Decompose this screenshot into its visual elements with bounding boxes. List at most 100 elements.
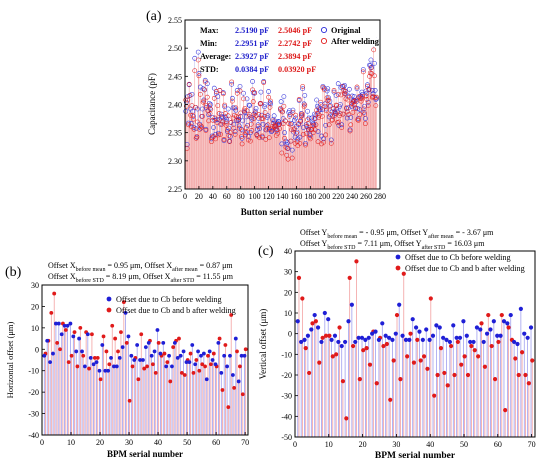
panel-a-after-point [294,130,299,136]
panel-a-after-point [188,112,193,118]
panel-a-after-point [247,112,253,118]
panel-a-after-point [216,111,222,116]
panel-a-after-point [365,84,370,89]
panel-b-after-point [220,388,225,392]
panel-b-before-point [199,353,203,358]
panel-c-before-point [322,310,327,316]
panel-a-original-point [241,109,247,115]
panel-b-before-point [170,364,174,369]
panel-a-after-point [371,47,377,53]
panel-a-after-point [265,122,271,128]
panel-a-original-point [249,116,255,122]
panel-b-before-point [117,355,122,360]
stat-std-before: 0.0384 pF [235,65,269,74]
panel-c-before-point [353,339,358,345]
panel-a-original-point [197,84,203,90]
panel-c-after-point [448,343,454,349]
panel-b-frame [41,284,249,436]
panel-c-before-point [343,339,348,345]
panel-c-before-point [315,325,321,330]
panel-b-x-tick-label: 70 [241,438,249,447]
panel-a-original-point [195,49,201,55]
panel-b-x-tick-label: 0 [40,438,44,447]
panel-c-before-point [447,339,452,345]
panel-b-before-point [103,368,108,373]
panel-a-after-point [299,111,305,117]
panel-c-before-point [299,339,304,345]
panel-b-after-point [200,362,205,367]
panel-b-before-point [242,353,247,358]
panel-c-after-point [513,356,518,361]
panel-a-after-point [266,135,272,141]
panel-b-after-point [194,358,199,362]
panel-a-after-point [321,139,326,145]
panel-c-before-point [454,335,459,340]
panel-a-original-point [298,111,304,116]
panel-b-before-point [228,353,232,358]
panel-a-after-point [360,94,365,99]
panel-a-after-point [213,89,219,94]
panel-c-y-axis-label: Vertical offset (μm) [258,309,268,380]
panel-a-after-point [297,140,303,146]
panel-b-before-point [178,353,183,358]
panel-a-original-point [240,118,246,124]
panel-c-before-point [380,321,385,326]
panel-a-original-point [188,121,194,127]
panel-a-after-point [366,87,372,93]
panel-c-before-point [407,337,412,342]
panel-a-original-point [253,106,259,111]
panel-b-after-point [223,343,228,347]
panel-b-before-point [225,364,229,369]
panel-b-before-point [74,349,79,354]
panel-a-after-point [355,117,361,123]
panel-a-after-point [191,126,197,132]
panel-b-after-point [217,336,222,341]
panel-a-after-point [236,125,242,131]
panel-b-before-point [51,351,55,356]
stat-min-before: 2.2951 pF [235,39,269,48]
panel-b-after-point [127,398,132,403]
panel-a-after-point [334,103,340,109]
panel-c-after-point [486,312,491,318]
panel-a-original-point [293,115,299,121]
panel-c-after-point [354,259,359,264]
panel-c-after-point [428,296,433,301]
panel-a-after-point [365,103,371,109]
panel-b-before-point [109,355,113,360]
panel-b-after-point [168,379,173,384]
panel-a-after-point [240,128,246,134]
panel-a-after-point [192,68,198,74]
panel-b-after-point [145,364,149,369]
panel-a-x-tick-label: 60 [223,192,231,201]
panel-a-after-point [212,115,218,121]
stat-max-after: 2.5046 pF [278,26,312,35]
panel-b-before-point [112,364,116,369]
panel-a-x-tick-label: 40 [209,192,217,201]
panel-a-after-point [198,123,204,129]
panel-c-after-point [492,377,498,382]
panel-a-original-point [365,99,371,105]
panel-a-after-point [313,122,319,128]
panel-c-before-point [366,335,371,340]
panel-a-after-point [333,110,338,116]
panel-a-after-point [332,112,338,118]
panel-b-after-point [66,360,71,365]
panel-c-x-tick-label: 60 [494,440,502,449]
panel-c-before-point [501,319,507,324]
panel-a-after-point [258,100,264,106]
panel-a-after-point [248,138,253,144]
panel-b-x-tick-label: 20 [96,438,104,447]
panel-a-after-point [249,128,255,133]
panel-c-before-point [376,337,382,342]
panel-c-before-point [508,312,513,318]
panel-a-original-point [339,122,345,128]
panel-a-after-point [186,81,192,87]
panel-a-after-point [184,103,189,109]
panel-a-original-point [311,122,317,128]
panel-c-before-point [326,317,331,322]
panel-b-after-point [98,377,103,382]
panel-b-before-point [233,336,238,341]
panel-a-after-point [368,65,374,71]
panel-c-before-point [434,323,439,328]
panel-c-after-point [364,346,369,351]
